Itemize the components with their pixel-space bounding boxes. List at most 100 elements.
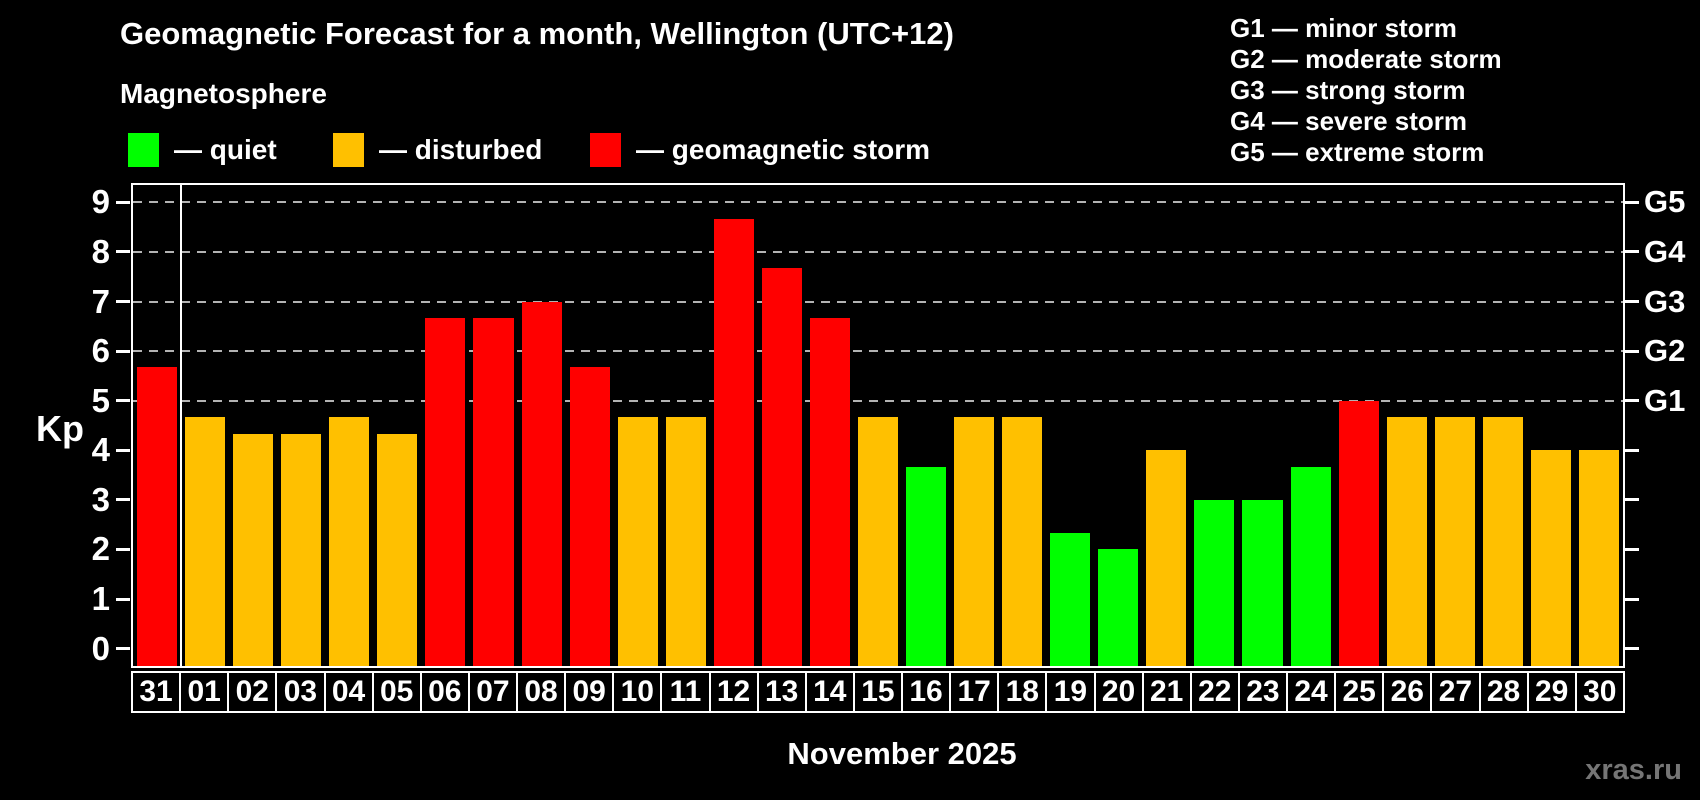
date-cell-31: 31 xyxy=(131,671,182,713)
bar-04 xyxy=(329,417,370,666)
date-cell-27: 27 xyxy=(1430,671,1481,713)
date-cell-09: 09 xyxy=(564,671,615,713)
bar-21 xyxy=(1146,450,1187,666)
bar-15 xyxy=(857,417,899,666)
date-cell-14: 14 xyxy=(804,671,855,713)
date-cell-24: 24 xyxy=(1286,671,1337,713)
date-cell-17: 17 xyxy=(949,671,1000,713)
bar-24 xyxy=(1290,466,1331,666)
quiet-color-swatch xyxy=(128,133,159,167)
right-tick-kp0 xyxy=(1625,647,1639,651)
bar-30 xyxy=(1578,450,1619,666)
date-cell-01: 01 xyxy=(179,671,230,713)
bar-23 xyxy=(1242,499,1283,666)
y-tick-label-6: 6 xyxy=(91,332,110,370)
bar-18 xyxy=(1002,417,1043,666)
g-legend-line-g3: G3 — strong storm xyxy=(1230,75,1466,105)
date-cell-06: 06 xyxy=(419,671,470,713)
y-tick-label-0: 0 xyxy=(91,629,110,667)
month-caption: November 2025 xyxy=(787,736,1017,771)
g-legend-line-g2: G2 — moderate storm xyxy=(1230,44,1502,74)
date-cell-08: 08 xyxy=(516,671,567,713)
g-legend-line-g1: G1 — minor storm xyxy=(1230,13,1457,43)
right-tick-kp8 xyxy=(1625,250,1639,254)
left-tick-kp7 xyxy=(116,300,130,304)
right-tick-kp6 xyxy=(1625,349,1639,353)
date-cell-15: 15 xyxy=(852,671,903,713)
g-scale-label-g3: G3 xyxy=(1644,283,1686,319)
bar-05 xyxy=(377,433,418,666)
gridline-kp8 xyxy=(133,250,1623,253)
date-cell-20: 20 xyxy=(1093,671,1144,713)
watermark: xras.ru xyxy=(1585,754,1682,786)
gridline-kp5 xyxy=(133,399,1623,402)
date-cell-04: 04 xyxy=(323,671,374,713)
bar-19 xyxy=(1050,533,1091,666)
g-scale-label-g1: G1 xyxy=(1644,382,1686,418)
date-cell-21: 21 xyxy=(1141,671,1192,713)
bar-29 xyxy=(1530,450,1571,666)
y-axis-label: Kp xyxy=(36,408,84,449)
left-tick-kp1 xyxy=(116,597,130,601)
disturbed-color-swatch xyxy=(333,133,364,167)
date-cell-19: 19 xyxy=(1045,671,1096,713)
date-cell-22: 22 xyxy=(1189,671,1240,713)
y-tick-label-2: 2 xyxy=(91,530,110,568)
bar-03 xyxy=(281,433,322,666)
bar-08 xyxy=(521,301,562,666)
bar-13 xyxy=(761,268,802,666)
g-scale-label-g4: G4 xyxy=(1644,233,1686,269)
bar-09 xyxy=(569,367,610,666)
legend-item-disturbed: — disturbed xyxy=(333,131,542,169)
date-cell-23: 23 xyxy=(1237,671,1288,713)
g-scale-legend: G1 — minor storm G2 — moderate storm G3 … xyxy=(1230,13,1502,168)
date-cell-11: 11 xyxy=(660,671,711,713)
bar-14 xyxy=(809,317,850,666)
legend-item-storm: — geomagnetic storm xyxy=(590,131,930,169)
right-tick-kp4 xyxy=(1625,448,1639,452)
date-cell-30: 30 xyxy=(1574,671,1625,713)
left-tick-kp5 xyxy=(116,399,130,403)
date-cell-02: 02 xyxy=(227,671,278,713)
left-tick-kp0 xyxy=(116,647,130,651)
date-cell-12: 12 xyxy=(708,671,759,713)
date-cell-18: 18 xyxy=(997,671,1048,713)
bar-06 xyxy=(425,317,466,666)
bar-25 xyxy=(1338,400,1379,666)
date-cell-25: 25 xyxy=(1334,671,1385,713)
bar-28 xyxy=(1482,417,1523,666)
plot-area xyxy=(131,183,1625,668)
date-cell-26: 26 xyxy=(1382,671,1433,713)
y-tick-label-7: 7 xyxy=(91,282,110,320)
date-cell-05: 05 xyxy=(371,671,422,713)
bar-02 xyxy=(233,433,274,666)
y-tick-label-1: 1 xyxy=(91,580,110,618)
g-scale-label-g2: G2 xyxy=(1644,333,1686,369)
y-tick-label-9: 9 xyxy=(91,183,110,221)
date-cell-07: 07 xyxy=(467,671,518,713)
storm-color-swatch xyxy=(590,133,621,167)
y-tick-label-4: 4 xyxy=(91,431,110,469)
bar-11 xyxy=(665,417,706,666)
right-tick-kp1 xyxy=(1625,597,1639,601)
bar-22 xyxy=(1194,499,1235,666)
left-tick-kp3 xyxy=(116,498,130,502)
legend-label-storm: — geomagnetic storm xyxy=(636,134,931,165)
right-tick-kp7 xyxy=(1625,300,1639,304)
bar-01 xyxy=(185,417,226,666)
bar-26 xyxy=(1386,417,1427,666)
g-legend-line-g4: G4 — severe storm xyxy=(1230,106,1468,136)
gridline-kp9 xyxy=(133,201,1623,204)
date-cell-29: 29 xyxy=(1526,671,1577,713)
legend-label-disturbed: — disturbed xyxy=(379,134,543,165)
page-title: Geomagnetic Forecast for a month, Wellin… xyxy=(120,16,954,51)
gridline-kp7 xyxy=(133,300,1623,303)
gridline-kp6 xyxy=(133,350,1623,353)
g-legend-line-g5: G5 — extreme storm xyxy=(1230,137,1485,167)
date-cell-28: 28 xyxy=(1478,671,1529,713)
g-scale-label-g5: G5 xyxy=(1644,184,1686,220)
left-tick-kp8 xyxy=(116,250,130,254)
y-tick-label-3: 3 xyxy=(91,480,110,518)
bar-27 xyxy=(1434,417,1475,666)
